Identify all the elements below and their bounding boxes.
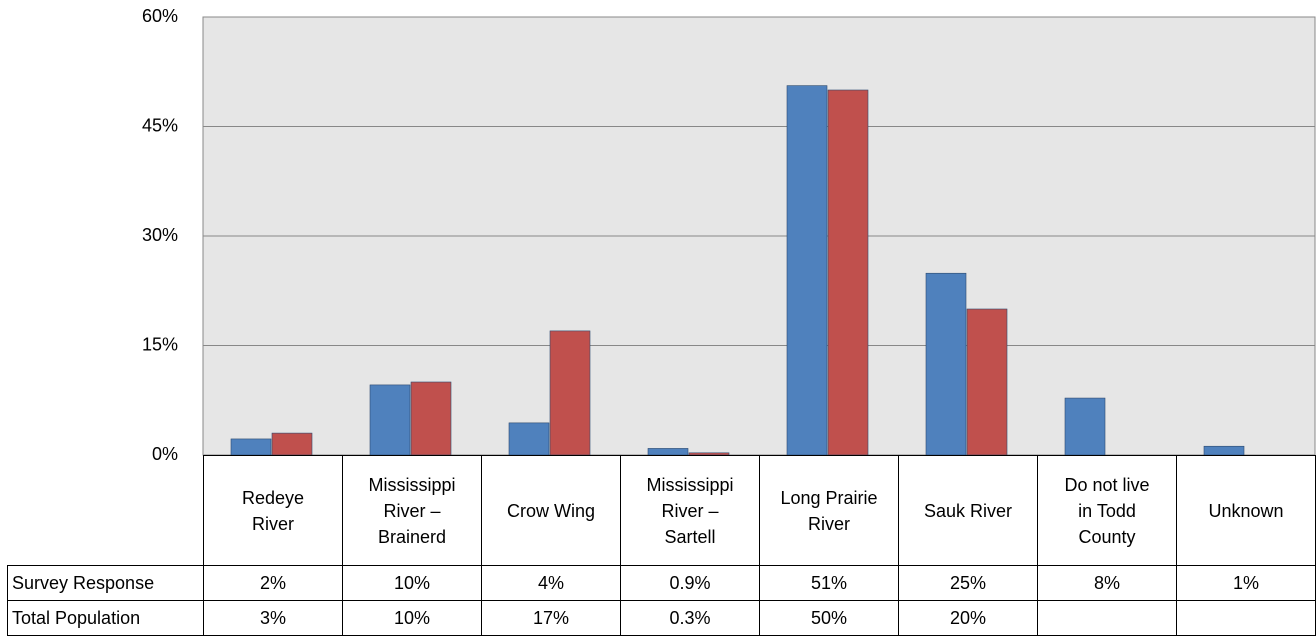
data-table-cell-text: 8%	[1093, 573, 1120, 593]
data-table-cell-text: 10%	[393, 573, 431, 593]
bar	[1203, 445, 1245, 456]
category-label-text: Mississippi River – Sartell	[646, 474, 734, 547]
y-tick-label: 45%	[142, 115, 178, 135]
y-tick-label: 0%	[152, 444, 178, 464]
bar	[549, 330, 591, 456]
legend-entry: Survey Response	[7, 565, 204, 601]
data-table-cell: 4%	[481, 565, 621, 601]
y-tick-label: 30%	[142, 225, 178, 245]
data-table-cell: 3%	[203, 600, 343, 636]
data-table-cell: 10%	[342, 565, 482, 601]
category-label: Crow Wing	[481, 455, 621, 566]
data-table-cell: 0.9%	[620, 565, 760, 601]
data-table-cell: 2%	[203, 565, 343, 601]
data-table-cell-text: 3%	[259, 608, 286, 628]
data-table-cell: 17%	[481, 600, 621, 636]
category-label: Mississippi River – Sartell	[620, 455, 760, 566]
data-table-cell-text: 20%	[949, 608, 987, 628]
bar	[271, 432, 313, 456]
category-label-text: Crow Wing	[506, 500, 595, 521]
bar	[410, 381, 452, 456]
data-table-cell-text: 2%	[259, 573, 286, 593]
legend-entry: Total Population	[7, 600, 204, 636]
y-tick-label: 15%	[142, 334, 178, 354]
bar	[966, 308, 1008, 456]
category-label-text: Do not live in Todd County	[1064, 474, 1150, 547]
bar	[688, 452, 730, 456]
bar	[1064, 397, 1106, 456]
data-table-cell-text: 17%	[532, 608, 570, 628]
data-table-cell: 0.3%	[620, 600, 760, 636]
bar	[369, 384, 411, 456]
data-table-cell-text: 4%	[537, 573, 564, 593]
category-label-text: Sauk River	[923, 500, 1013, 521]
bar	[925, 272, 967, 456]
category-label-text: Long Prairie River	[780, 487, 878, 534]
data-table-cell: 50%	[759, 600, 899, 636]
y-tick-label: 60%	[142, 6, 178, 26]
data-table-cell: 25%	[898, 565, 1038, 601]
category-label: Mississippi River – Brainerd	[342, 455, 482, 566]
bar	[827, 89, 869, 456]
bar	[508, 422, 550, 456]
data-table-cell: 20%	[898, 600, 1038, 636]
data-table-cell: 51%	[759, 565, 899, 601]
bar	[647, 448, 689, 456]
legend-entry-text: Survey Response	[12, 573, 155, 593]
category-label: Sauk River	[898, 455, 1038, 566]
data-table-cell: 10%	[342, 600, 482, 636]
data-table-cell-text: 50%	[810, 608, 848, 628]
data-table-cell	[1176, 600, 1316, 636]
bar	[230, 438, 272, 456]
legend-entry-text: Total Population	[12, 608, 141, 628]
data-table-cell-text: 0.9%	[669, 573, 711, 593]
data-table-cell-text: 25%	[949, 573, 987, 593]
bar	[786, 85, 828, 456]
category-label-text: Mississippi River – Brainerd	[368, 474, 456, 547]
data-table-cell-text: 1%	[1232, 573, 1259, 593]
category-label: Unknown	[1176, 455, 1316, 566]
category-label: Long Prairie River	[759, 455, 899, 566]
data-table-cell-text: 51%	[810, 573, 848, 593]
category-label: Redeye River	[203, 455, 343, 566]
data-table-cell	[1037, 600, 1177, 636]
category-label-text: Redeye River	[241, 487, 305, 534]
category-label: Do not live in Todd County	[1037, 455, 1177, 566]
data-table-cell-text: 10%	[393, 608, 431, 628]
data-table-cell-text: 0.3%	[669, 608, 711, 628]
data-table-cell: 1%	[1176, 565, 1316, 601]
data-table-cell: 8%	[1037, 565, 1177, 601]
category-label-text: Unknown	[1208, 500, 1284, 521]
